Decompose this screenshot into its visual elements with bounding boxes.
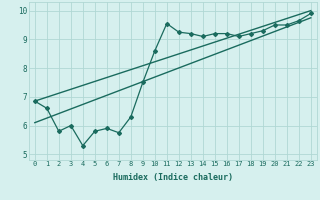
X-axis label: Humidex (Indice chaleur): Humidex (Indice chaleur) <box>113 173 233 182</box>
